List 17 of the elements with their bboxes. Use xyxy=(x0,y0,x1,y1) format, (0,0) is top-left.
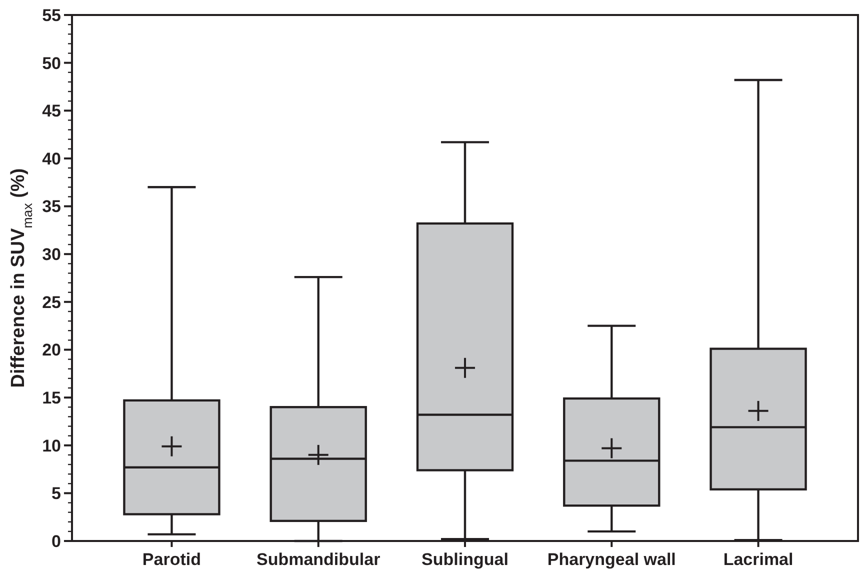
y-tick-label: 10 xyxy=(42,436,61,456)
y-tick-label: 50 xyxy=(42,54,61,73)
x-tick-label: Sublingual xyxy=(422,550,508,569)
x-tick-label: Submandibular xyxy=(256,550,381,569)
y-tick-label: 30 xyxy=(42,245,61,264)
y-tick-label: 40 xyxy=(42,149,61,168)
y-tick-label: 55 xyxy=(42,6,61,25)
x-tick-label: Parotid xyxy=(142,550,201,569)
y-tick-label: 25 xyxy=(42,292,61,312)
y-tick-label: 20 xyxy=(42,340,61,360)
y-tick-label: 0 xyxy=(52,532,61,551)
y-tick-label: 45 xyxy=(42,102,61,121)
y-tick-label: 15 xyxy=(42,388,61,408)
y-tick-label: 5 xyxy=(52,484,61,504)
y-tick-label: 35 xyxy=(42,197,61,216)
x-tick-label: Lacrimal xyxy=(723,550,794,569)
x-tick-label: Pharyngeal wall xyxy=(547,550,676,569)
